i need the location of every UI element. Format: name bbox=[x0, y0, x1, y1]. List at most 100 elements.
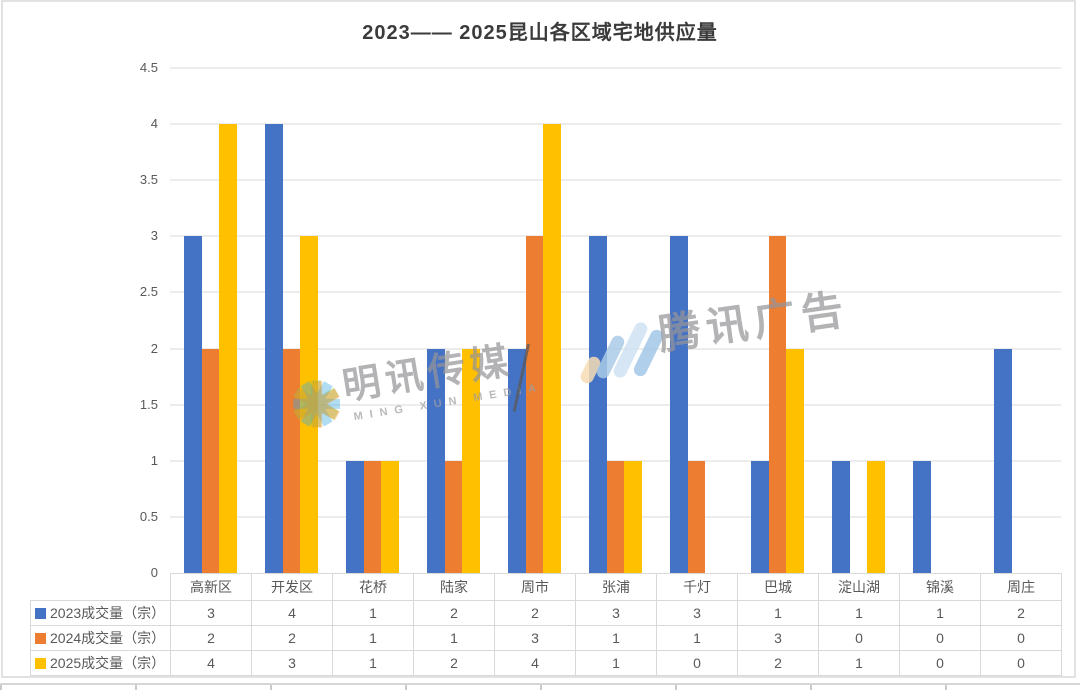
bar-2025成交量（宗）-开发区 bbox=[300, 236, 318, 573]
bar-2024成交量（宗）-千灯 bbox=[687, 460, 706, 573]
y-axis-tick-label: 4 bbox=[150, 116, 158, 132]
table-value-cell: 2 bbox=[170, 625, 252, 651]
table-value-cell: 2 bbox=[980, 600, 1062, 626]
bar-2023成交量（宗）-高新区 bbox=[184, 236, 202, 573]
series-name: 2023成交量（宗） bbox=[50, 605, 166, 621]
table-value-cell: 1 bbox=[332, 600, 414, 626]
bar-2025成交量（宗）-张浦 bbox=[624, 460, 642, 573]
table-value-cell: 3 bbox=[170, 600, 252, 626]
table-value-cell: 1 bbox=[332, 650, 414, 676]
y-axis-tick-label: 2.5 bbox=[139, 284, 158, 300]
bar-2024成交量（宗）-花桥 bbox=[363, 460, 382, 573]
table-value-cell: 0 bbox=[899, 625, 981, 651]
chart-title: 2023—— 2025昆山各区域宅地供应量 bbox=[362, 22, 718, 44]
table-value-cell: 2 bbox=[494, 600, 576, 626]
table-header-cell: 陆家 bbox=[413, 573, 495, 601]
table-value-cell: 2 bbox=[737, 650, 819, 676]
table-header-cell: 周市 bbox=[494, 573, 576, 601]
bar-2023成交量（宗）-花桥 bbox=[346, 460, 364, 573]
table-header-cell: 高新区 bbox=[170, 573, 252, 601]
table-value-cell: 4 bbox=[170, 650, 252, 676]
table-header-cell: 张浦 bbox=[575, 573, 657, 601]
bar-2025成交量（宗）-高新区 bbox=[219, 124, 237, 573]
cropped-grid-row bbox=[0, 683, 1080, 690]
table-value-cell: 0 bbox=[899, 650, 981, 676]
table-header-cell: 开发区 bbox=[251, 573, 333, 601]
bar-2023成交量（宗）-千灯 bbox=[670, 236, 688, 573]
y-axis-tick-label: 4.5 bbox=[139, 60, 158, 75]
table-header-cell: 锦溪 bbox=[899, 573, 981, 601]
table-value-cell: 3 bbox=[575, 600, 657, 626]
legend-swatch bbox=[35, 632, 46, 644]
bar-2024成交量（宗）-高新区 bbox=[201, 348, 220, 573]
table-value-cell: 2 bbox=[413, 650, 495, 676]
table-header-cell: 周庄 bbox=[980, 573, 1062, 601]
series-label-cell: 2025成交量（宗） bbox=[30, 650, 171, 676]
table-header-cell: 花桥 bbox=[332, 573, 414, 601]
table-value-cell: 1 bbox=[332, 625, 414, 651]
table-value-cell: 2 bbox=[251, 625, 333, 651]
bar-2025成交量（宗）-陆家 bbox=[462, 348, 480, 573]
table-value-cell: 1 bbox=[575, 650, 657, 676]
y-axis-tick-label: 1.5 bbox=[139, 396, 158, 412]
bar-2024成交量（宗）-周市 bbox=[525, 236, 544, 573]
bar-2024成交量（宗）-张浦 bbox=[606, 460, 625, 573]
table-value-cell: 1 bbox=[413, 625, 495, 651]
bar-2023成交量（宗）-淀山湖 bbox=[832, 460, 850, 573]
table-value-cell: 1 bbox=[818, 650, 900, 676]
bar-2025成交量（宗）-花桥 bbox=[381, 460, 399, 573]
gridline bbox=[170, 179, 1061, 182]
bar-2024成交量（宗）-陆家 bbox=[444, 460, 463, 573]
table-header-cell: 巴城 bbox=[737, 573, 819, 601]
gridline bbox=[170, 403, 1061, 406]
gridline bbox=[170, 67, 1061, 69]
legend-swatch bbox=[35, 607, 46, 619]
table-value-cell: 4 bbox=[251, 600, 333, 626]
table-value-cell: 3 bbox=[251, 650, 333, 676]
table-value-cell: 4 bbox=[494, 650, 576, 676]
table-value-cell: 0 bbox=[980, 625, 1062, 651]
series-name: 2025成交量（宗） bbox=[50, 655, 166, 671]
table-value-cell: 3 bbox=[737, 625, 819, 651]
bar-2024成交量（宗）-开发区 bbox=[282, 348, 301, 573]
table-header-cell: 千灯 bbox=[656, 573, 738, 601]
table-value-cell: 3 bbox=[656, 600, 738, 626]
bar-2024成交量（宗）-巴城 bbox=[768, 236, 787, 573]
table-value-cell: 0 bbox=[656, 650, 738, 676]
y-axis-tick-label: 2 bbox=[150, 340, 158, 356]
series-label-cell: 2023成交量（宗） bbox=[30, 600, 171, 626]
bar-2025成交量（宗）-周市 bbox=[543, 124, 561, 573]
table-value-cell: 1 bbox=[656, 625, 738, 651]
bar-2025成交量（宗）-淀山湖 bbox=[867, 460, 885, 573]
bar-2023成交量（宗）-周庄 bbox=[994, 348, 1012, 573]
table-value-cell: 1 bbox=[899, 600, 981, 626]
table-value-cell: 1 bbox=[737, 600, 819, 626]
legend-swatch bbox=[35, 657, 46, 669]
bar-2023成交量（宗）-巴城 bbox=[751, 460, 769, 573]
y-axis-tick-label: 0 bbox=[150, 565, 158, 580]
y-axis-tick-label: 1 bbox=[150, 452, 158, 468]
y-axis-tick-label: 3.5 bbox=[139, 172, 158, 188]
tencent-watermark: 腾讯广告 bbox=[578, 285, 882, 396]
bar-2023成交量（宗）-开发区 bbox=[265, 124, 283, 573]
table-value-cell: 3 bbox=[494, 625, 576, 651]
table-header-cell: 淀山湖 bbox=[818, 573, 900, 601]
table-value-cell: 0 bbox=[818, 625, 900, 651]
bar-2023成交量（宗）-张浦 bbox=[589, 236, 607, 573]
bar-2023成交量（宗）-周市 bbox=[508, 348, 526, 573]
y-axis-tick-label: 0.5 bbox=[139, 508, 158, 524]
gridline bbox=[170, 235, 1061, 238]
bar-2025成交量（宗）-巴城 bbox=[786, 348, 804, 573]
series-label-cell: 2024成交量（宗） bbox=[30, 625, 171, 651]
table-value-cell: 1 bbox=[575, 625, 657, 651]
series-name: 2024成交量（宗） bbox=[50, 630, 166, 646]
bar-2023成交量（宗）-陆家 bbox=[427, 348, 445, 573]
table-value-cell: 1 bbox=[818, 600, 900, 626]
y-axis-tick-label: 3 bbox=[150, 228, 158, 244]
table-value-cell: 0 bbox=[980, 650, 1062, 676]
table-value-cell: 2 bbox=[413, 600, 495, 626]
gridline bbox=[170, 291, 1061, 294]
bar-2023成交量（宗）-锦溪 bbox=[913, 460, 931, 573]
gridline bbox=[170, 123, 1061, 126]
